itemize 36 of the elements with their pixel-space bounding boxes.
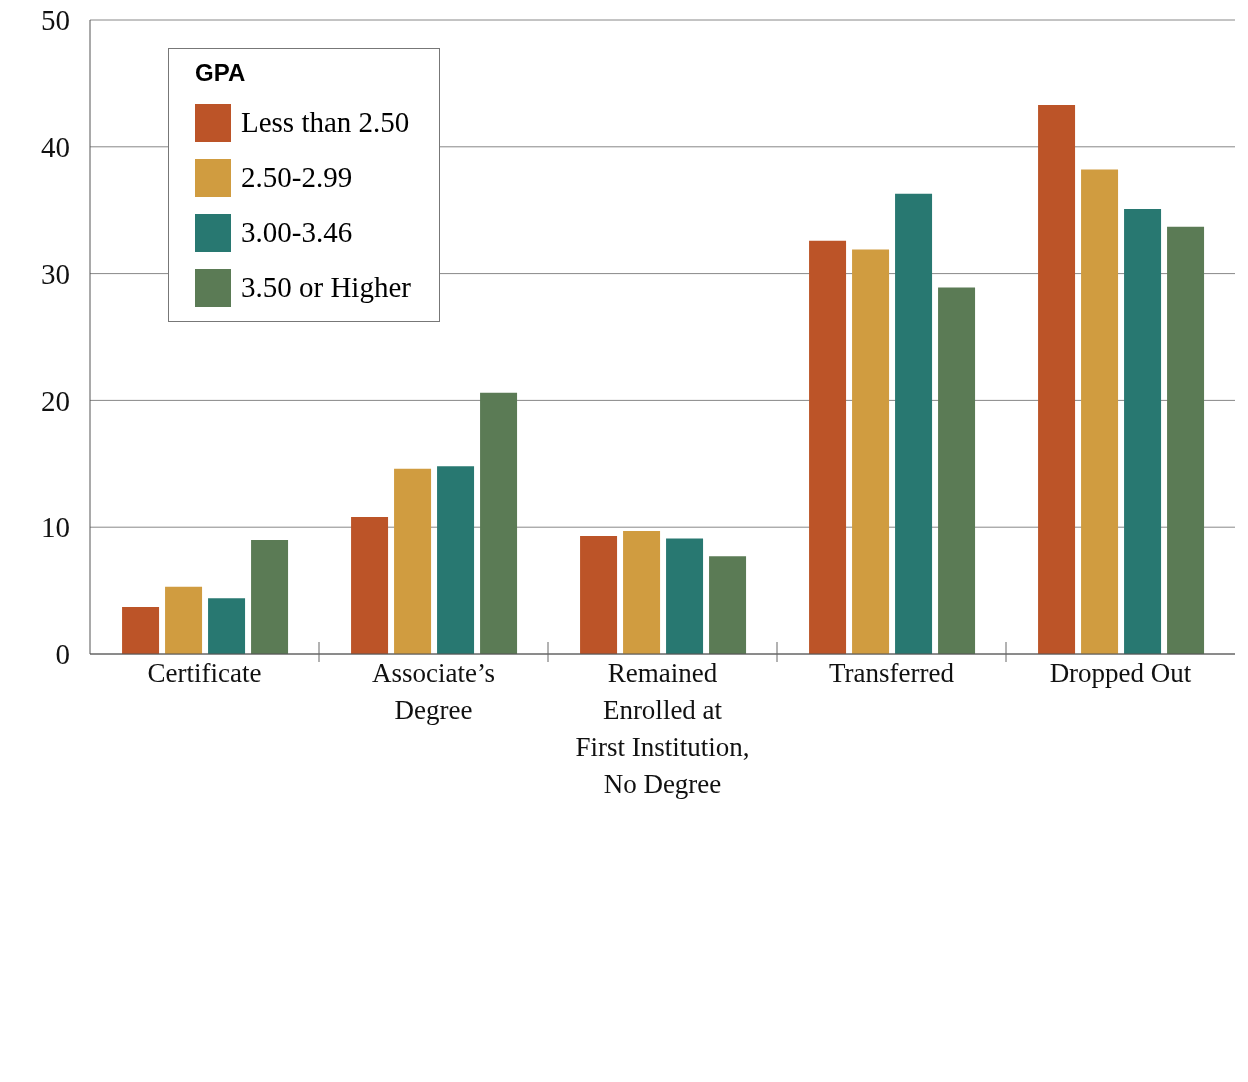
bar [1038,104,1076,654]
bar [1167,226,1205,654]
bar [251,539,289,654]
bar [580,536,618,654]
x-tick-label: Transferred [829,658,955,688]
y-tick-label: 40 [41,131,70,164]
bar [208,598,246,654]
x-tick-label: Certificate [147,658,262,688]
bar [165,586,203,654]
legend-label: 3.00-3.46 [241,216,353,249]
bar [480,392,518,654]
bar [666,538,704,654]
legend-label: 2.50-2.99 [241,161,353,194]
bar [1081,169,1119,654]
bar [852,249,890,654]
x-tick-label: Associate’s Degree [372,658,495,725]
legend-label: 3.50 or Higher [241,271,411,304]
y-tick-label: 10 [41,511,70,544]
bar [809,240,847,654]
bar [351,517,389,654]
legend-title: GPA [195,59,247,87]
y-tick-label: 20 [41,384,70,417]
legend-label: Less than 2.50 [241,106,410,139]
bar [1124,208,1162,654]
bar [938,287,976,654]
x-tick-label: Dropped Out [1049,658,1192,688]
y-tick-label: 30 [41,257,70,290]
bar [895,193,933,654]
y-tick-label: 50 [41,4,70,37]
bar [394,468,432,654]
y-tick-label: 0 [55,638,70,671]
x-tick-label: Remained Enrolled at First Institution, No Degree [575,658,750,799]
bar [437,466,475,654]
bar [623,531,661,654]
bar [122,607,160,654]
bar [709,556,747,654]
